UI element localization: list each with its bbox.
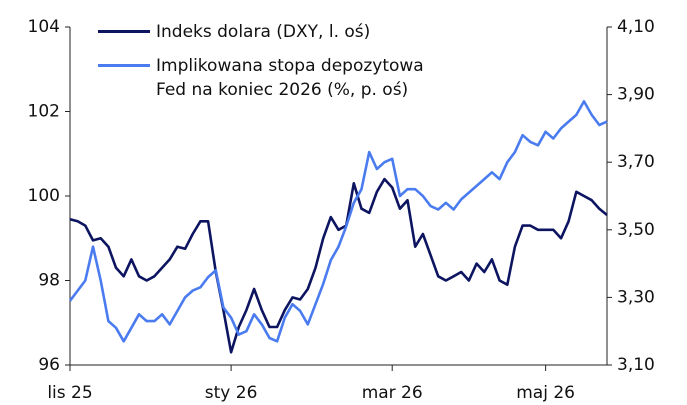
legend-item: Implikowana stopa depozytowa Fed na koni…	[98, 54, 446, 102]
series-line	[69, 177, 608, 354]
y-tick-label: 104	[28, 17, 60, 37]
y-tick-label: 98	[38, 271, 60, 291]
legend: Indeks dolara (DXY, l. oś) Implikowana st…	[98, 20, 446, 112]
x-tick-label: sty 26	[205, 383, 258, 403]
y2-tick-label: 3,30	[617, 287, 655, 307]
legend-swatch	[98, 64, 150, 67]
legend-label: Indeks dolara (DXY, l. oś)	[156, 22, 371, 42]
legend-label: Implikowana stopa depozytowa Fed na koni…	[156, 56, 424, 100]
legend-item: Indeks dolara (DXY, l. oś)	[98, 20, 446, 44]
x-tick-label: lis 25	[47, 383, 92, 403]
y2-tick-label: 3,70	[617, 152, 655, 172]
series-line	[68, 100, 608, 343]
x-tick-label: maj 26	[516, 383, 575, 403]
y2-tick-label: 3,10	[617, 355, 655, 375]
y2-tick-label: 4,10	[617, 17, 655, 37]
y-tick-label: 100	[28, 186, 60, 206]
legend-swatch	[98, 30, 150, 33]
y-tick-label: 102	[28, 102, 60, 122]
y-tick-label: 96	[38, 355, 60, 375]
y2-tick-label: 3,50	[617, 220, 655, 240]
y2-tick-label: 3,90	[617, 85, 655, 105]
x-tick-label: mar 26	[362, 383, 423, 403]
